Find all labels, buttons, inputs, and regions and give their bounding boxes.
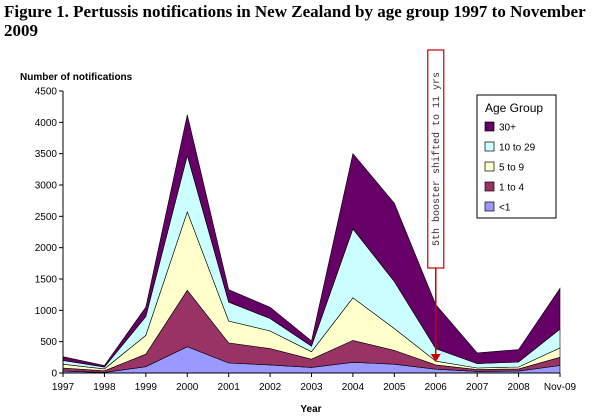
- y-tick-label: 1000: [35, 306, 58, 317]
- x-tick-label: 2007: [466, 382, 489, 393]
- x-tick-label: 2005: [383, 382, 406, 393]
- legend-swatch: [484, 121, 495, 132]
- legend-box: [476, 94, 557, 219]
- annotation-arrow-head: [430, 354, 441, 362]
- legend-swatch: [484, 161, 495, 172]
- legend-swatch: [484, 181, 495, 192]
- x-tick-label: 2006: [425, 382, 448, 393]
- figure-title: Figure 1. Pertussis notifications in New…: [4, 2, 586, 40]
- legend-entry: 30+: [499, 123, 516, 134]
- x-ticks-group: 1997 1998 1999 2000 2001 2002 2003 2004 2005 2006…: [52, 373, 577, 393]
- legend: Age Group 30+ 10 to 29 5 to 9 1 to 4 <1: [476, 94, 557, 219]
- x-tick-label: 2004: [342, 382, 365, 393]
- legend-entry: 1 to 4: [499, 183, 524, 194]
- annotation-label: 5th booster shifted to 11 yrs: [431, 72, 443, 246]
- x-tick-label: Nov-09: [544, 382, 577, 393]
- x-tick-label: 2001: [218, 382, 241, 393]
- area-series-4: [62, 114, 561, 368]
- y-tick-label: 1500: [35, 275, 58, 286]
- legend-title: Age Group: [485, 101, 543, 115]
- y-tick-label: 2500: [35, 212, 58, 223]
- annotation-group: 5th booster shifted to 11 yrs: [427, 49, 445, 362]
- x-tick-label: 1998: [93, 382, 116, 393]
- y-tick-label: 4000: [35, 118, 58, 129]
- legend-entry: <1: [499, 203, 511, 214]
- legend-entry: 10 to 29: [499, 143, 536, 154]
- y-axis-label: Number of notifications: [20, 72, 133, 83]
- x-tick-label: 2000: [176, 382, 199, 393]
- y-tick-label: 500: [40, 337, 57, 348]
- y-tick-label: 3500: [35, 149, 58, 160]
- x-tick-label: 1997: [52, 382, 75, 393]
- legend-entry: 5 to 9: [499, 163, 524, 174]
- x-tick-label: 2008: [507, 382, 530, 393]
- y-tick-label: 4500: [35, 87, 58, 98]
- y-tick-label: 0: [51, 369, 57, 380]
- x-tick-label: 2002: [259, 382, 282, 393]
- y-ticks-group: 0 500 1000 1500 2000 2500 3000 3500 4000 4500: [35, 87, 63, 380]
- x-tick-label: 1999: [135, 382, 158, 393]
- legend-swatch: [484, 141, 495, 152]
- y-tick-label: 3000: [35, 181, 58, 192]
- y-tick-label: 2000: [35, 243, 58, 254]
- x-tick-label: 2003: [300, 382, 323, 393]
- legend-swatch: [484, 201, 495, 212]
- x-axis-label: Year: [300, 404, 321, 415]
